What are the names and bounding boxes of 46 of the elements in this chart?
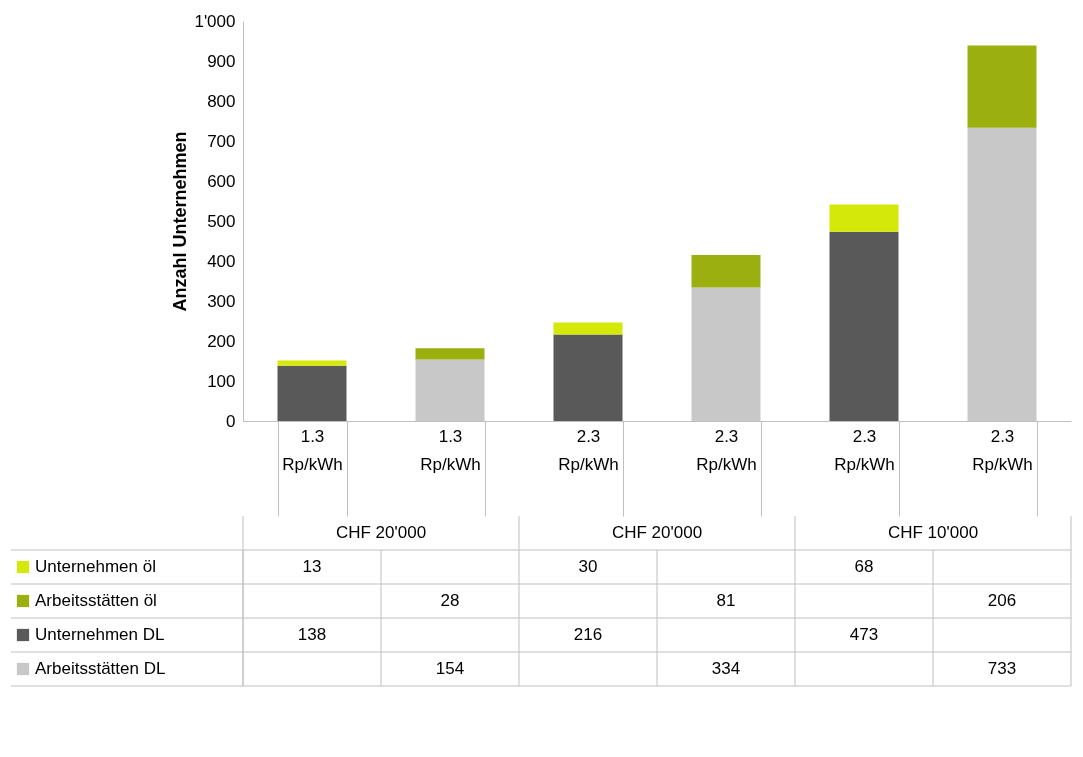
y-tick-label: 700 <box>207 131 236 151</box>
bar <box>829 231 899 421</box>
y-tick-label: 300 <box>207 291 236 311</box>
data-label: 13 <box>302 557 322 576</box>
x-tick-label: 2.3 Rp/kWh <box>834 426 895 474</box>
y-tick-label: 100 <box>207 371 236 391</box>
bar <box>829 204 899 232</box>
y-tick-label: 0 <box>226 411 236 431</box>
data-label: 30 <box>578 557 598 576</box>
y-tick-label: 500 <box>207 211 236 231</box>
y-axis-title: Anzahl Unternehmen <box>170 131 191 312</box>
legend-label: Arbeitsstätten DL <box>35 659 166 678</box>
x-tick-label: 2.3 Rp/kWh <box>696 426 757 474</box>
legend-label: Unternehmen öl <box>35 557 156 576</box>
data-label: 334 <box>711 659 741 678</box>
data-label: 206 <box>987 591 1017 610</box>
bar <box>277 365 347 421</box>
data-label: 216 <box>573 625 603 644</box>
bar <box>415 348 485 360</box>
text: CHF 20'000 <box>335 523 427 542</box>
data-label: 733 <box>987 659 1017 678</box>
x-tick-label: 2.3 Rp/kWh <box>972 426 1033 474</box>
data-label: 473 <box>849 625 879 644</box>
data-label: 81 <box>716 591 736 610</box>
x-tick-label: 2.3 Rp/kWh <box>558 426 619 474</box>
data-label: 154 <box>435 659 465 678</box>
text: CHF 20'000 <box>611 523 703 542</box>
data-label: 68 <box>854 557 874 576</box>
bar <box>553 334 623 421</box>
legend-label: Arbeitsstätten öl <box>35 591 157 610</box>
x-tick-label: 1.3 Rp/kWh <box>282 426 343 474</box>
legend-label: Unternehmen DL <box>35 625 165 644</box>
bar <box>553 322 623 335</box>
data-label: 28 <box>440 591 460 610</box>
bar <box>967 45 1037 128</box>
y-tick-label: 800 <box>207 91 236 111</box>
y-tick-label: 600 <box>207 171 236 191</box>
y-tick-label: 400 <box>207 251 236 271</box>
y-tick-label: 200 <box>207 331 236 351</box>
text: CHF 10'000 <box>887 523 979 542</box>
x-tick-label: 1.3 Rp/kWh <box>420 426 481 474</box>
data-label: 138 <box>297 625 327 644</box>
bar <box>277 360 347 366</box>
bar <box>691 255 761 288</box>
y-tick-label: 900 <box>207 51 236 71</box>
y-tick-label: 1'000 <box>194 11 236 31</box>
